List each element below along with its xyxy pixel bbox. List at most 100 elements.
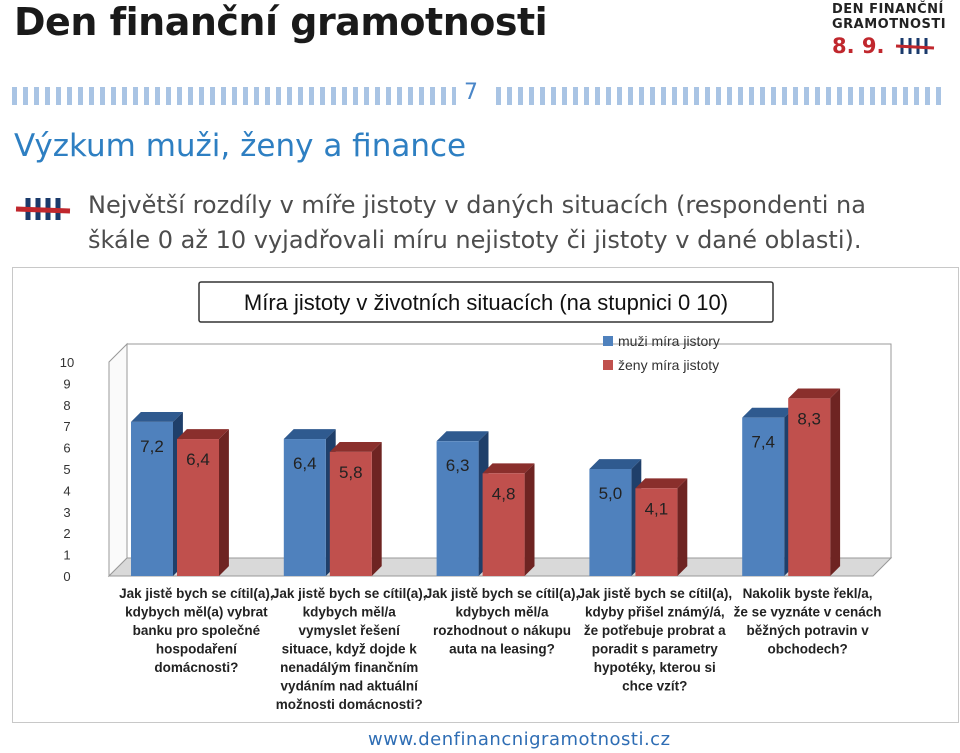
tick-mark: [936, 87, 941, 105]
data-label-women: 4,1: [645, 499, 669, 518]
chart-container: Míra jistoty v životních situacích (na s…: [12, 267, 959, 723]
page-title: Den finanční gramotnosti: [14, 0, 548, 44]
category-label: hypotéky, kterou si: [594, 660, 716, 675]
tick-mark: [639, 87, 644, 105]
legend-swatch: [603, 360, 613, 370]
category-label: Jak jistě bych se cítil(a),: [119, 586, 274, 601]
decorative-tick-strip-left: [12, 87, 456, 105]
tick-mark: [342, 87, 347, 105]
tick-mark: [287, 87, 292, 105]
footer-url[interactable]: www.denfinancnigramotnosti.cz: [368, 729, 671, 750]
tick-mark: [331, 87, 336, 105]
tick-mark: [551, 87, 556, 105]
category-label: situace, když dojde k: [282, 642, 418, 657]
tick-mark: [45, 87, 50, 105]
tick-mark: [507, 87, 512, 105]
bar-women: [329, 441, 382, 576]
tick-mark: [903, 87, 908, 105]
bar-men-top: [436, 431, 489, 442]
page-number: 7: [464, 80, 478, 105]
category-label: Jak jistě bych se cítil(a),: [578, 586, 733, 601]
tick-mark: [771, 87, 776, 105]
tick-mark: [111, 87, 116, 105]
tick-mark: [276, 87, 281, 105]
tick-mark: [34, 87, 39, 105]
decorative-tick-strip-right: [496, 87, 941, 105]
bar-women-top: [329, 441, 382, 452]
y-tick-label: 3: [63, 505, 70, 520]
logo-date: 8. 9.: [832, 34, 885, 58]
bar-women-front: [788, 398, 831, 576]
category-label: obchodech?: [767, 642, 847, 657]
tick-mark: [760, 87, 765, 105]
bar-men-front: [589, 469, 632, 576]
category-label: Jak jistě bych se cítil(a),: [272, 586, 427, 601]
category-label: vydáním nad aktuální: [281, 679, 420, 694]
bar-women-top: [635, 478, 688, 489]
legend-swatch: [603, 336, 613, 346]
slide-subtitle: Výzkum muži, ženy a finance: [14, 128, 467, 164]
category-label: rozhodnout o nákupu: [433, 623, 571, 638]
bar-men-front: [283, 439, 326, 576]
tick-mark: [683, 87, 688, 105]
bar-women-front: [635, 488, 678, 576]
y-tick-label: 0: [63, 569, 70, 584]
tick-mark: [617, 87, 622, 105]
y-tick-label: 7: [63, 419, 70, 434]
category-label: domácnosti?: [154, 660, 238, 675]
y-tick-label: 8: [63, 398, 70, 413]
tick-mark: [78, 87, 83, 105]
tick-mark: [672, 87, 677, 105]
tick-mark: [100, 87, 105, 105]
y-tick-label: 1: [63, 548, 70, 563]
tick-mark: [749, 87, 754, 105]
category-label: chce vzít?: [622, 679, 687, 694]
y-tick-label: 10: [60, 355, 74, 370]
category-label: běžných potravin v: [746, 623, 869, 638]
chart-side-wall: [108, 342, 128, 578]
data-label-men: 6,4: [293, 454, 317, 473]
bar-women: [788, 388, 841, 576]
bar-women-top: [177, 429, 229, 440]
category-label: vymyslet řešení: [299, 623, 402, 638]
tick-mark: [661, 87, 666, 105]
data-label-women: 5,8: [339, 463, 363, 482]
tick-mark: [694, 87, 699, 105]
tick-mark: [562, 87, 567, 105]
tick-mark: [815, 87, 820, 105]
bar-women-side: [524, 463, 535, 576]
data-label-women: 8,3: [797, 409, 821, 428]
tick-mark: [155, 87, 160, 105]
tick-mark: [397, 87, 402, 105]
category-label: hospodaření: [156, 642, 238, 657]
tick-mark: [386, 87, 391, 105]
bar-women-top: [482, 463, 535, 474]
tick-mark: [243, 87, 248, 105]
tick-mark: [650, 87, 655, 105]
tick-mark: [364, 87, 369, 105]
bar-women-side: [371, 441, 382, 576]
tick-mark: [804, 87, 809, 105]
category-label: možnosti domácnosti?: [276, 697, 423, 712]
tick-mark: [122, 87, 127, 105]
tick-mark: [925, 87, 930, 105]
bar-men-front: [436, 441, 479, 576]
chart-title-box: [198, 281, 774, 323]
y-tick-label: 6: [63, 441, 70, 456]
tick-mark: [496, 87, 501, 105]
tick-mark: [188, 87, 193, 105]
category-label: Nakolik byste řekl/a,: [743, 586, 873, 601]
bar-men: [589, 459, 642, 576]
data-label-men: 7,4: [751, 433, 775, 452]
bar-men: [283, 429, 336, 576]
tick-mark: [606, 87, 611, 105]
bar-chart: Míra jistoty v životních situacích (na s…: [60, 281, 893, 712]
tick-mark: [628, 87, 633, 105]
category-label: Jak jistě bych se cítil(a),: [425, 586, 580, 601]
tick-mark: [408, 87, 413, 105]
bar-women-front: [482, 473, 525, 576]
tick-mark: [529, 87, 534, 105]
tick-mark: [199, 87, 204, 105]
bar-women-side: [219, 429, 229, 576]
tick-mark: [298, 87, 303, 105]
